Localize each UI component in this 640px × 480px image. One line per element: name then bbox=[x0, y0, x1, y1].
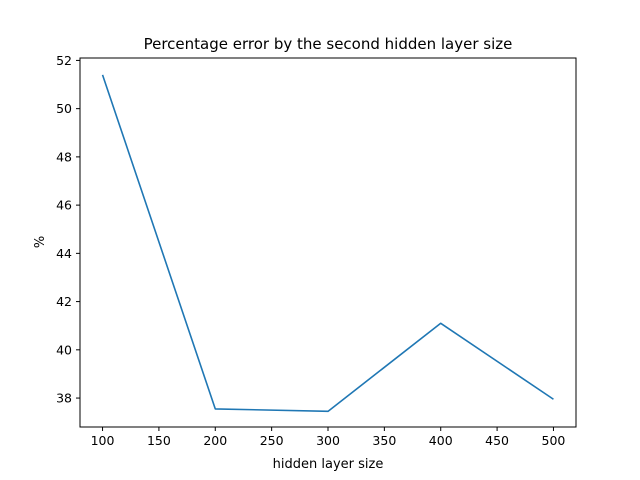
plot-frame bbox=[79, 57, 577, 428]
chart-title: Percentage error by the second hidden la… bbox=[144, 35, 513, 53]
y-tick-label: 40 bbox=[56, 342, 72, 357]
x-tick-label: 300 bbox=[316, 433, 340, 448]
y-tick-label: 42 bbox=[56, 294, 72, 309]
x-axis-label: hidden layer size bbox=[273, 457, 384, 472]
y-tick-label: 44 bbox=[56, 246, 72, 261]
y-tick-label: 52 bbox=[56, 53, 72, 68]
x-tick-label: 200 bbox=[203, 433, 227, 448]
plot-area: 100 150 200 250 300 350 400 450 500 38 40 42 44 46 48 5… bbox=[56, 53, 577, 448]
x-tick-label: 450 bbox=[485, 433, 509, 448]
series-line bbox=[101, 74, 554, 413]
y-tick-label: 38 bbox=[56, 391, 72, 406]
y-tick-label: 50 bbox=[56, 101, 72, 116]
x-tick-label: 150 bbox=[147, 433, 171, 448]
y-axis-label: % bbox=[33, 236, 48, 248]
y-tick-label: 46 bbox=[56, 198, 72, 213]
y-tick-label: 48 bbox=[56, 149, 72, 164]
x-tick-label: 350 bbox=[372, 433, 396, 448]
x-tick-label: 100 bbox=[91, 433, 115, 448]
x-tick-label: 400 bbox=[429, 433, 453, 448]
x-tick-label: 500 bbox=[542, 433, 566, 448]
x-tick-label: 250 bbox=[260, 433, 284, 448]
